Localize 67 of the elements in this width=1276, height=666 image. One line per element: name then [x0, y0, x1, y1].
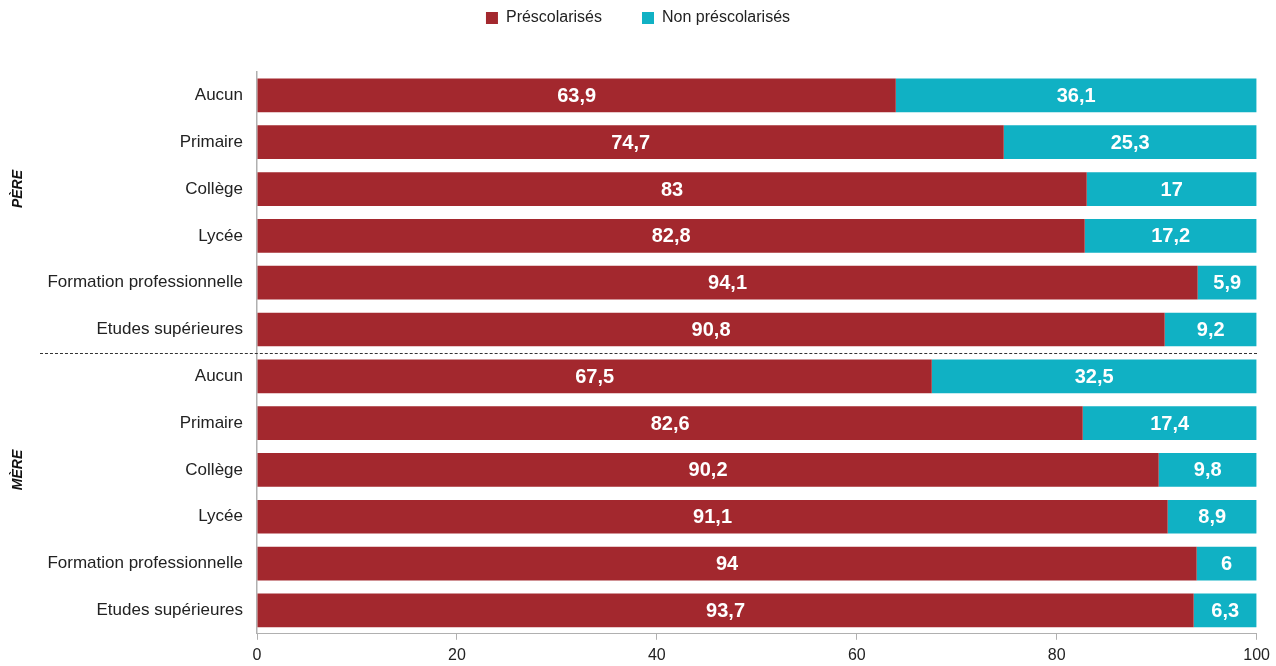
- y-tick-label: Collège: [185, 459, 243, 479]
- bar: [257, 312, 1165, 347]
- data-label: 67,5: [575, 364, 615, 387]
- data-label: 83: [660, 177, 684, 200]
- bar: [257, 359, 932, 394]
- bar: [1082, 406, 1257, 440]
- y-tick-label: Formation professionnelle: [47, 553, 243, 573]
- data-label: 5,9: [1213, 271, 1242, 294]
- bar: [257, 406, 1083, 440]
- data-label: 9,8: [1193, 458, 1222, 481]
- y-tick-label: Etudes supérieures: [96, 600, 243, 620]
- data-label: 90,2: [688, 458, 728, 481]
- data-label: 25,3: [1110, 130, 1150, 153]
- data-label: 63,9: [557, 83, 597, 106]
- y-tick-label: Lycée: [198, 225, 243, 245]
- bar: [257, 172, 1087, 206]
- bar: [1167, 499, 1257, 534]
- bar: [1158, 453, 1257, 487]
- y-tick-label: Formation professionnelle: [47, 272, 243, 292]
- data-label: 94: [715, 552, 740, 575]
- data-label: 32,5: [1074, 364, 1114, 387]
- data-label: 82,8: [651, 224, 691, 247]
- data-label: 17,2: [1151, 224, 1191, 247]
- legend-label: Non préscolarisés: [661, 8, 791, 26]
- bar: [1003, 125, 1257, 160]
- x-tick-label: 100: [1243, 645, 1271, 663]
- data-label: 9,2: [1196, 318, 1225, 341]
- data-label: 74,7: [611, 130, 651, 153]
- bar: [257, 499, 1168, 534]
- bar: [931, 359, 1257, 394]
- bar: [257, 546, 1197, 581]
- data-label: 6: [1221, 552, 1233, 575]
- y-tick-label: Aucun: [194, 366, 243, 385]
- text: MÈRE: [9, 449, 25, 491]
- bar: [257, 78, 896, 113]
- bar: [1196, 546, 1257, 581]
- bar: [257, 219, 1085, 253]
- x-tick-label: 80: [1047, 645, 1066, 663]
- data-label: 90,8: [691, 318, 731, 341]
- bar: [257, 593, 1194, 628]
- y-tick-label: Lycée: [198, 506, 243, 526]
- bar: [257, 125, 1004, 160]
- y-tick-label: Etudes supérieures: [96, 319, 243, 339]
- bar: [1086, 172, 1257, 206]
- data-label: 17: [1160, 177, 1183, 200]
- bar: [257, 265, 1198, 300]
- data-label: 94,1: [708, 271, 748, 294]
- bar: [1084, 219, 1257, 253]
- x-tick-label: 40: [647, 645, 666, 663]
- y-tick-label: Primaire: [179, 412, 243, 432]
- data-label: 36,1: [1056, 83, 1096, 106]
- y-tick-label: Primaire: [179, 131, 243, 151]
- data-label: 91,1: [693, 505, 733, 528]
- legend-label: Préscolarisés: [505, 8, 602, 26]
- data-label: 17,4: [1150, 411, 1191, 434]
- data-label: 6,3: [1211, 598, 1240, 621]
- y-tick-label: Aucun: [194, 85, 243, 105]
- x-tick-label: 60: [847, 645, 866, 663]
- y-tick-label: Collège: [185, 178, 243, 198]
- x-tick-label: 0: [252, 645, 262, 663]
- x-tick-label: 20: [448, 645, 466, 663]
- data-label: 8,9: [1198, 505, 1227, 528]
- bar: [257, 453, 1159, 487]
- data-label: 93,7: [706, 598, 746, 621]
- data-label: 82,6: [650, 411, 690, 434]
- bar: [895, 78, 1257, 113]
- text: PÈRE: [9, 169, 25, 209]
